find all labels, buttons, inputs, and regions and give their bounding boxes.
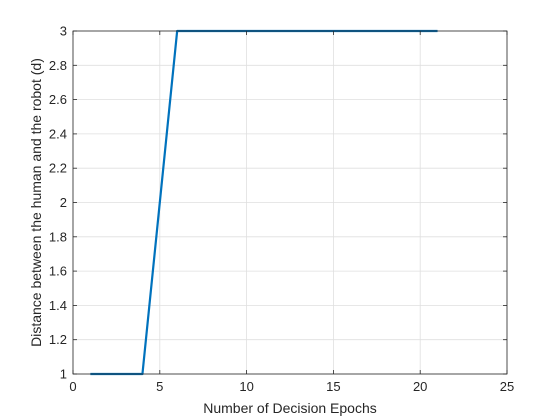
x-tick-label: 15 <box>326 379 340 394</box>
y-tick-label: 3 <box>60 24 67 39</box>
ticks: 0 5 10 15 20 25 1 1.2 1.4 1.6 1.8 2 2.2 2.4 2.6 2.8 3 <box>49 24 514 395</box>
y-axis-label: Distance between the human and the robot… <box>28 58 44 347</box>
y-tick-label: 2.8 <box>49 58 67 73</box>
x-tick-label: 5 <box>156 379 163 394</box>
y-tick-label: 1.8 <box>49 229 67 244</box>
y-tick-label: 1.2 <box>49 332 67 347</box>
y-tick-label: 2.4 <box>49 126 67 141</box>
y-tick-label: 1.6 <box>49 264 67 279</box>
x-axis-label: Number of Decision Epochs <box>203 400 377 416</box>
x-tick-label: 25 <box>500 379 514 394</box>
y-tick-label: 2 <box>60 195 67 210</box>
y-tick-label: 1.4 <box>49 298 67 313</box>
y-tick-label: 1 <box>60 367 67 382</box>
x-tick-label: 20 <box>413 379 427 394</box>
y-tick-label: 2.6 <box>49 92 67 107</box>
x-tick-label: 10 <box>239 379 253 394</box>
x-tick-label: 0 <box>69 379 76 394</box>
y-tick-label: 2.2 <box>49 161 67 176</box>
